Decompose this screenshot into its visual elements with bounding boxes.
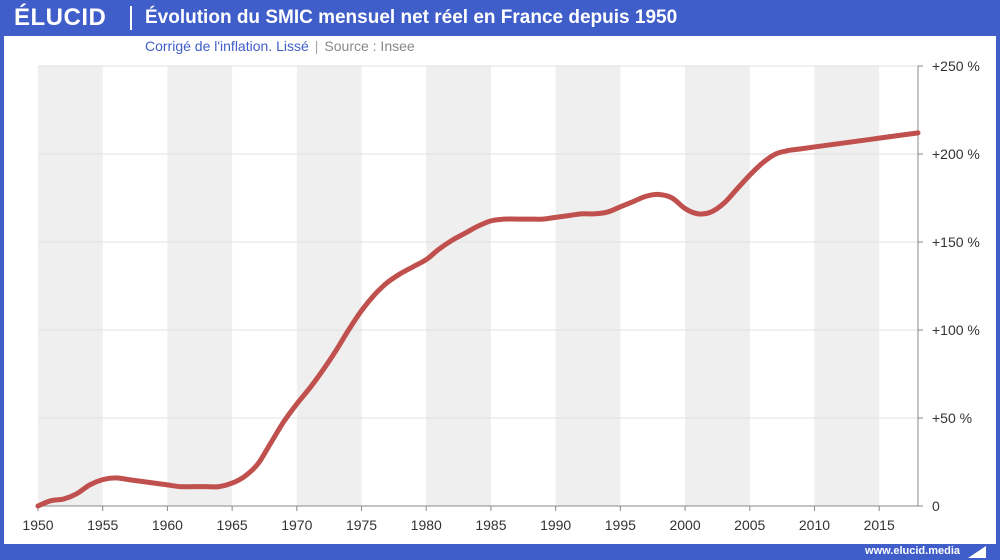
x-tick-label: 1965 [217, 517, 248, 533]
x-tick-label: 2005 [734, 517, 765, 533]
background-bands [38, 66, 880, 506]
x-tick-label: 1960 [152, 517, 183, 533]
background-band [814, 66, 880, 506]
x-tick-label: 1955 [87, 517, 118, 533]
gridlines [38, 65, 918, 419]
footer-url[interactable]: www.elucid.media [865, 545, 960, 557]
x-tick-label: 1970 [281, 517, 312, 533]
x-tick-label: 1980 [411, 517, 442, 533]
y-tick-label: +150 % [932, 234, 980, 250]
x-tick-label: 1995 [605, 517, 636, 533]
x-tick-label: 1990 [540, 517, 571, 533]
background-band [426, 66, 491, 506]
x-tick-label: 1975 [346, 517, 377, 533]
y-axis: 0 +50 % +100 % +150 % +200 % +250 % [917, 58, 980, 514]
elucid-mark-icon [968, 546, 986, 558]
subtitle-row: Corrigé de l'inflation. Lissé | Source : I… [145, 38, 415, 54]
background-band [38, 66, 103, 506]
header-divider [130, 6, 132, 30]
y-tick-label: +50 % [932, 410, 972, 426]
y-tick-label: +250 % [932, 58, 980, 74]
y-tick-label: +200 % [932, 146, 980, 162]
series-line [35, 130, 921, 509]
elucid-logo[interactable]: ÉLUCID [14, 4, 107, 31]
y-tick-label: 0 [932, 498, 940, 514]
x-tick-label: 1985 [475, 517, 506, 533]
x-tick-label: 1950 [22, 517, 53, 533]
x-tick-label: 2010 [799, 517, 830, 533]
chart-title: Évolution du SMIC mensuel net réel en Fr… [145, 7, 678, 28]
series-group [35, 130, 921, 509]
background-band [296, 66, 362, 506]
chart-subtitle: Corrigé de l'inflation. Lissé [145, 38, 309, 54]
x-tick-label: 2000 [669, 517, 700, 533]
background-band [555, 66, 621, 506]
background-band [685, 66, 750, 506]
x-axis: 1950 1955 1960 1965 1970 1975 1980 1985 1990 1995… [22, 505, 918, 533]
y-tick-label: +100 % [932, 322, 980, 338]
header-bar: ÉLUCID Évolution du SMIC mensuel net rée… [0, 0, 1000, 36]
x-tick-label: 2015 [864, 517, 895, 533]
footer-bar: www.elucid.media [0, 544, 1000, 560]
background-band [167, 66, 233, 506]
source-label: Source : Insee [324, 38, 415, 54]
subtitle-separator: | [314, 38, 319, 54]
